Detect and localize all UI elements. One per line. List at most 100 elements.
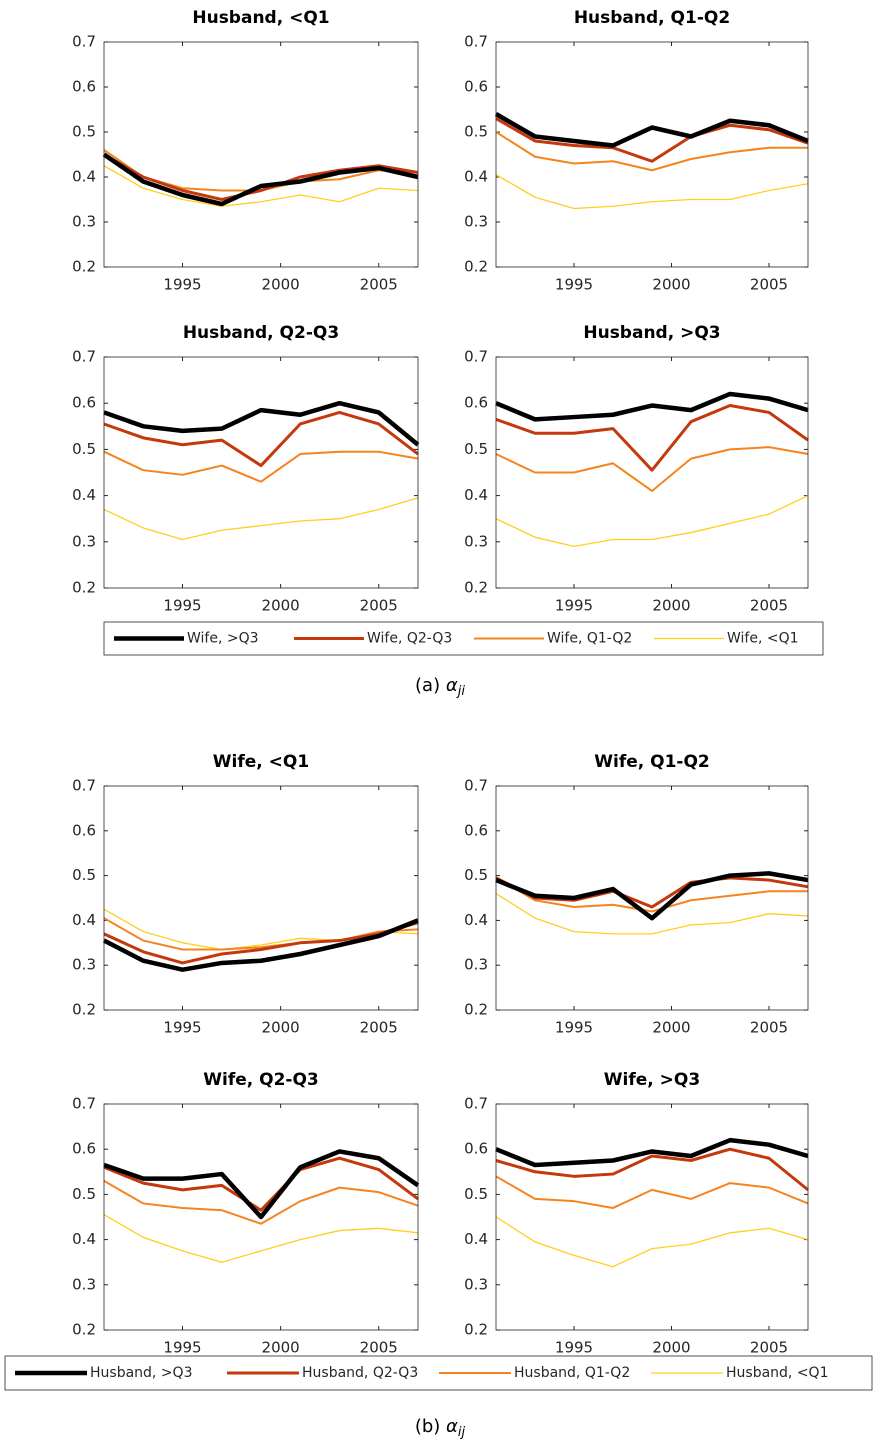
series-line — [495, 1137, 809, 1168]
y-tick-label: 0.5 — [72, 440, 96, 458]
y-tick-label: 0.4 — [72, 168, 96, 186]
y-tick-label: 0.2 — [464, 579, 488, 597]
series-line — [495, 1216, 809, 1268]
y-tick-label: 0.2 — [464, 1001, 488, 1019]
x-tick-label: 2005 — [750, 1019, 788, 1037]
y-tick-label: 0.3 — [464, 1275, 488, 1293]
x-tick-label: 1995 — [163, 597, 201, 615]
y-tick-label: 0.2 — [72, 579, 96, 597]
plot-area — [104, 357, 418, 588]
series-line — [103, 450, 419, 483]
series-line — [495, 1175, 809, 1209]
x-tick-label: 1995 — [163, 1339, 201, 1357]
y-tick-label: 0.6 — [464, 821, 488, 839]
x-tick-label: 2005 — [360, 276, 398, 294]
y-tick-label: 0.6 — [464, 1140, 488, 1158]
y-tick-label: 0.2 — [72, 258, 96, 276]
chart-title: Husband, >Q3 — [583, 323, 720, 343]
caption-label: (a) — [415, 675, 440, 696]
y-tick-label: 0.5 — [464, 1185, 488, 1203]
chart-title: Husband, <Q1 — [192, 8, 329, 28]
series-line — [103, 1149, 420, 1220]
y-tick-label: 0.4 — [72, 486, 96, 504]
caption-subscript: ij — [458, 1425, 466, 1440]
x-tick-label: 2000 — [652, 597, 690, 615]
series-line — [103, 1179, 419, 1225]
series-line — [103, 165, 419, 207]
series-line — [495, 117, 809, 163]
y-tick-label: 0.6 — [72, 1140, 96, 1158]
y-tick-label: 0.3 — [464, 956, 488, 974]
x-tick-label: 2005 — [750, 597, 788, 615]
x-tick-label: 1995 — [555, 1019, 593, 1037]
legend-label: Wife, Q2-Q3 — [367, 631, 452, 647]
y-tick-label: 0.2 — [72, 1001, 96, 1019]
caption: (a) αji — [415, 675, 465, 699]
series-line — [494, 112, 809, 148]
x-tick-label: 2000 — [652, 1339, 690, 1357]
caption-symbol: α — [446, 1416, 458, 1437]
y-tick-label: 0.5 — [464, 440, 488, 458]
axes-frame — [103, 356, 419, 589]
chart-title: Wife, <Q1 — [213, 752, 309, 772]
axes-frame — [103, 1103, 419, 1331]
axes-frame — [103, 785, 419, 1011]
x-tick-label: 1995 — [555, 597, 593, 615]
legend-label: Husband, Q1-Q2 — [514, 1365, 630, 1381]
y-tick-label: 0.2 — [72, 1321, 96, 1339]
chart-title: Wife, Q2-Q3 — [203, 1070, 319, 1090]
legend-label: Wife, <Q1 — [727, 631, 799, 647]
series-line — [102, 152, 419, 207]
y-tick-label: 0.4 — [464, 911, 488, 929]
series-line — [495, 1147, 809, 1192]
y-tick-label: 0.3 — [72, 1275, 96, 1293]
y-tick-label: 0.2 — [464, 1321, 488, 1339]
y-tick-label: 0.4 — [464, 486, 488, 504]
caption-symbol: α — [446, 675, 458, 696]
series-line — [103, 1214, 419, 1263]
chart-title: Husband, Q1-Q2 — [574, 8, 730, 28]
chart-title: Husband, Q2-Q3 — [183, 323, 339, 343]
series-line — [495, 876, 808, 913]
series-line — [102, 918, 419, 972]
y-tick-label: 0.4 — [464, 168, 488, 186]
x-tick-label: 1995 — [163, 1019, 201, 1037]
y-tick-label: 0.2 — [464, 258, 488, 276]
y-tick-label: 0.3 — [464, 213, 488, 231]
axes-frame — [495, 785, 809, 1011]
series-line — [495, 404, 809, 472]
chart-title: Wife, >Q3 — [604, 1070, 700, 1090]
x-tick-label: 2000 — [262, 276, 300, 294]
legend-label: Husband, <Q1 — [726, 1365, 828, 1381]
y-tick-label: 0.6 — [72, 821, 96, 839]
x-tick-label: 2000 — [262, 597, 300, 615]
y-tick-label: 0.7 — [464, 348, 488, 366]
axes-frame — [495, 1103, 809, 1331]
y-tick-label: 0.5 — [464, 866, 488, 884]
chart-title: Wife, Q1-Q2 — [594, 752, 710, 772]
y-tick-label: 0.7 — [464, 1095, 488, 1113]
series-line — [103, 1156, 419, 1212]
caption-label: (b) — [415, 1416, 440, 1437]
legend-label: Husband, Q2-Q3 — [302, 1365, 418, 1381]
y-tick-label: 0.4 — [72, 1230, 96, 1248]
y-tick-label: 0.7 — [464, 777, 488, 795]
plot-area — [496, 1104, 808, 1330]
plot-area — [104, 42, 418, 267]
series-line — [495, 495, 809, 548]
y-tick-label: 0.5 — [72, 123, 96, 141]
series-line — [495, 871, 809, 921]
y-tick-label: 0.5 — [72, 866, 96, 884]
series-line — [495, 446, 809, 492]
y-tick-label: 0.3 — [72, 532, 96, 550]
x-tick-label: 2000 — [262, 1339, 300, 1357]
y-tick-label: 0.5 — [464, 123, 488, 141]
series-line — [103, 400, 420, 447]
series-line — [495, 391, 809, 422]
plot-area — [104, 786, 418, 1010]
legend-box — [4, 1355, 873, 1391]
x-tick-label: 2000 — [652, 276, 690, 294]
y-tick-label: 0.7 — [72, 348, 96, 366]
y-tick-label: 0.4 — [72, 911, 96, 929]
